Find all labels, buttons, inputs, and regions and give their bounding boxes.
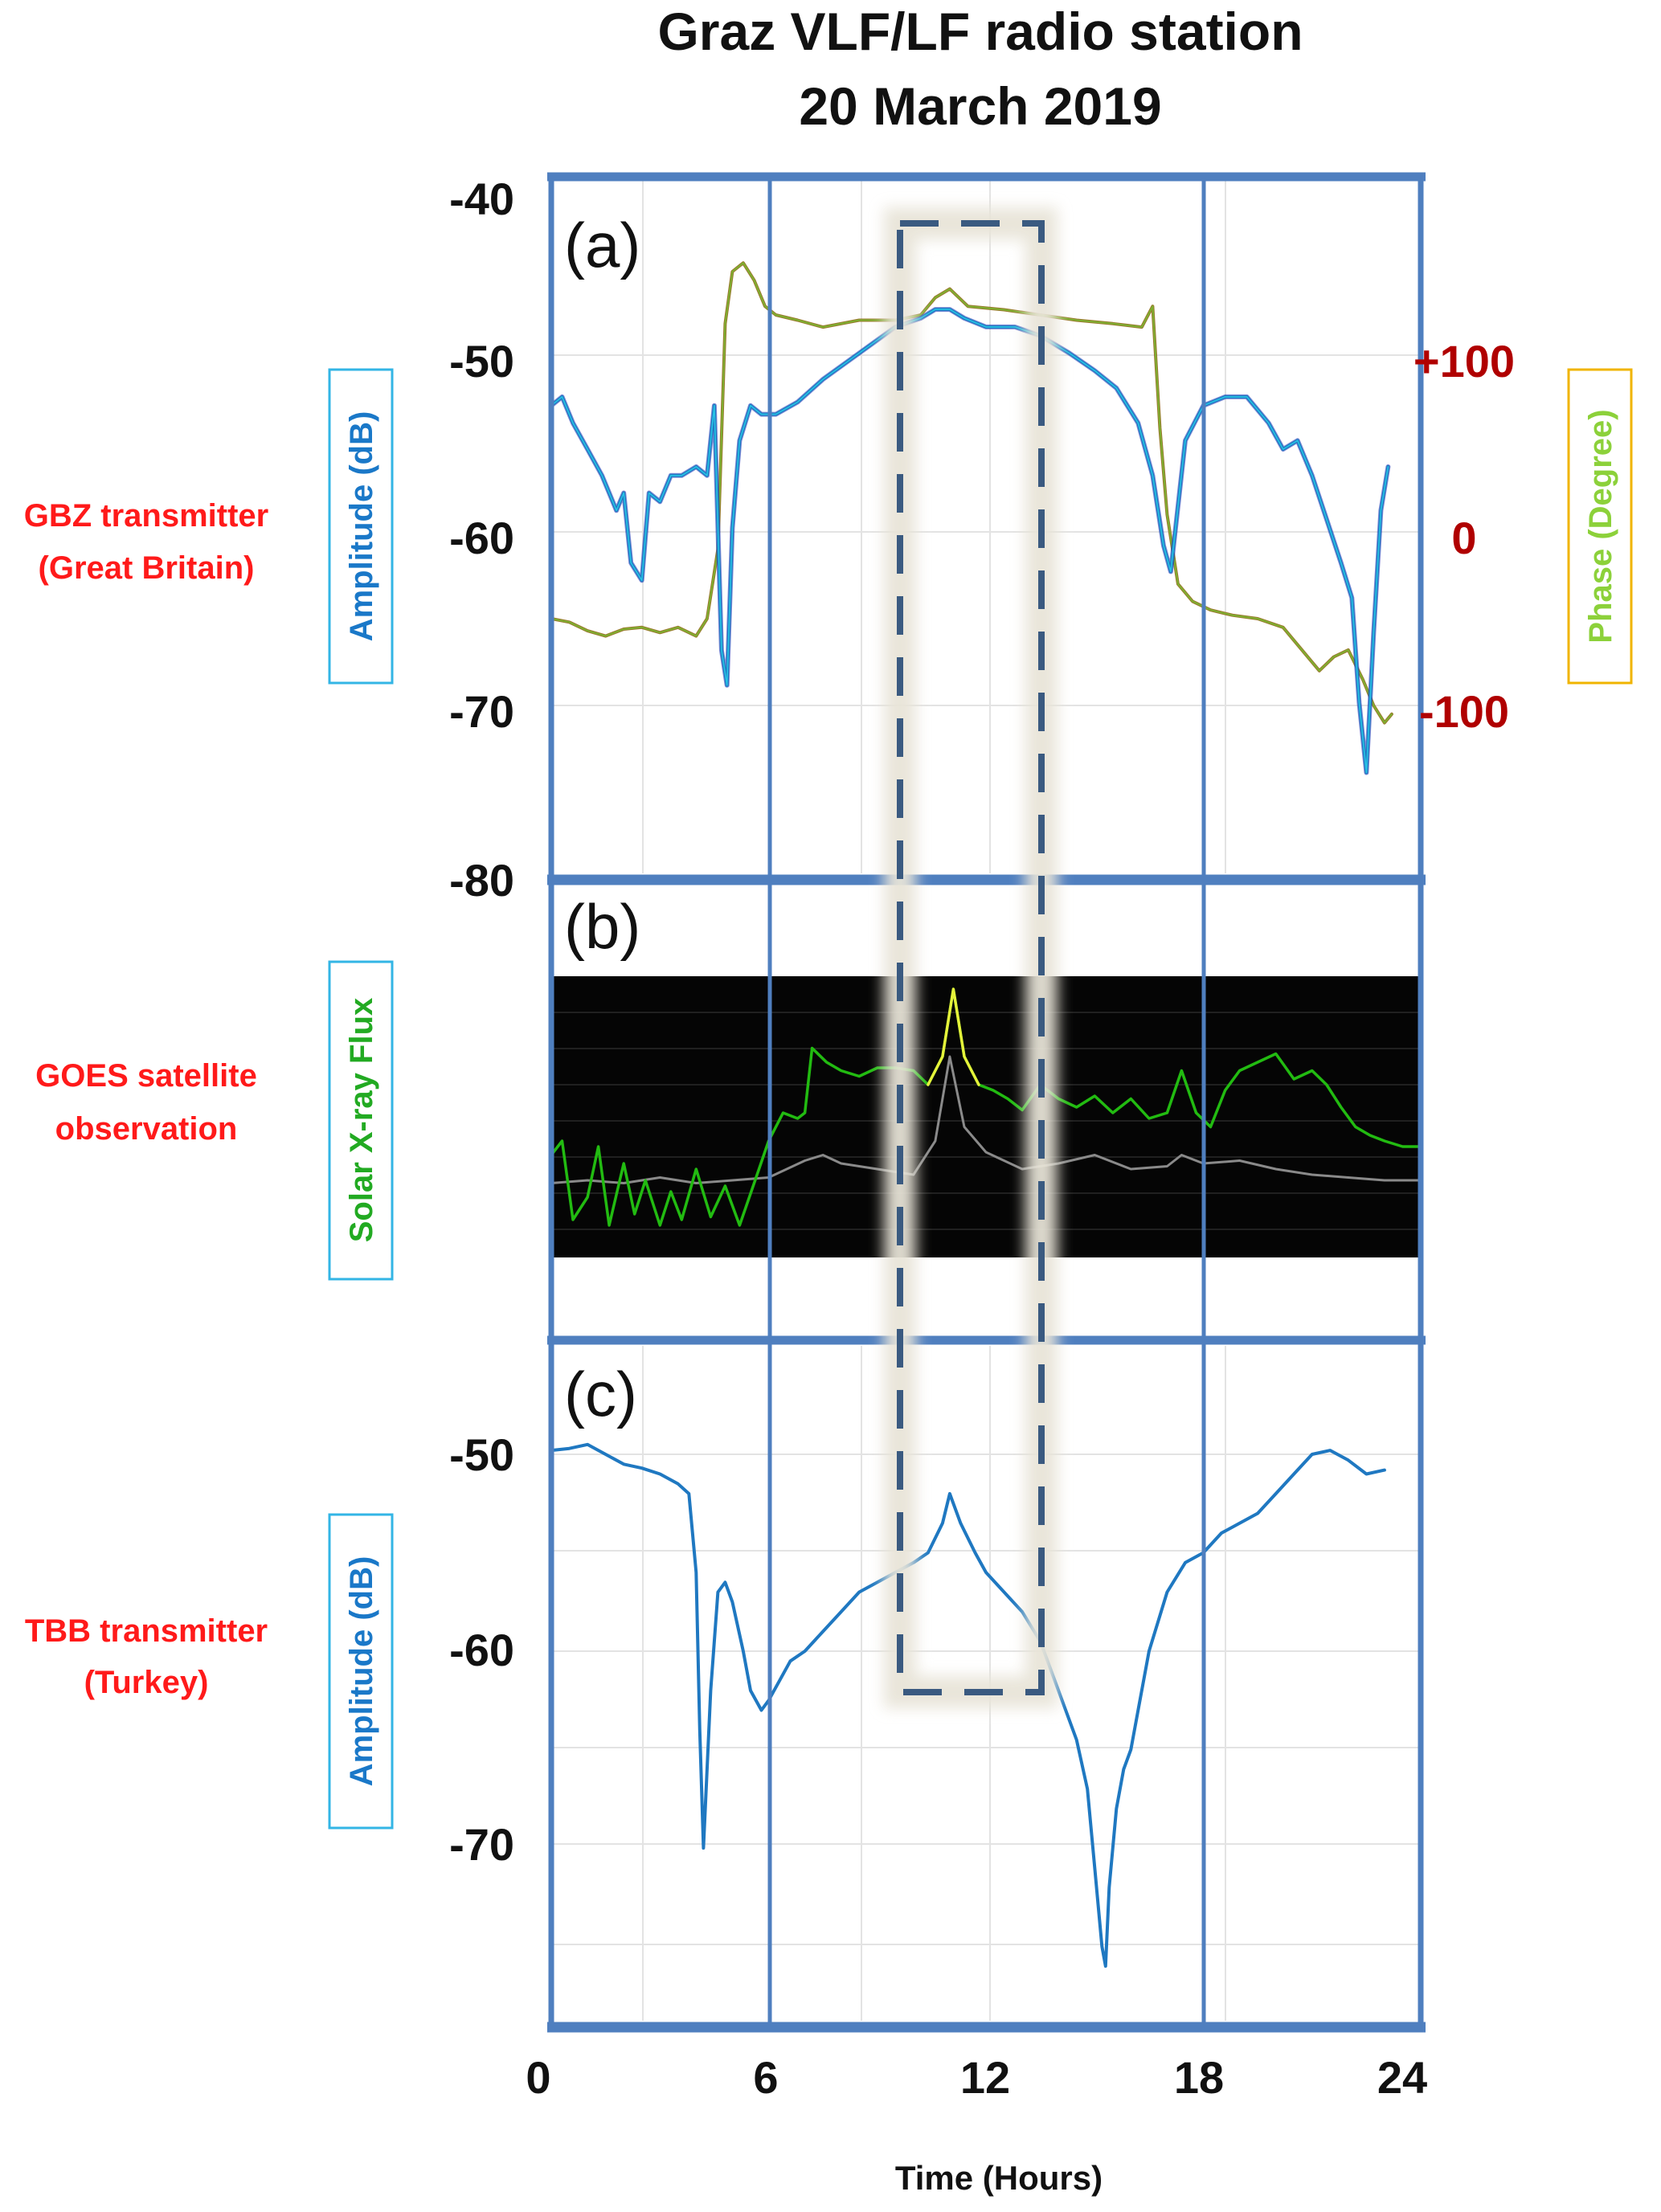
- phase-series-brown: [551, 261, 1393, 725]
- tick-a-left-1: -50: [449, 336, 514, 386]
- panel-c-amplitude-label-text: Amplitude (dB): [344, 1556, 379, 1787]
- x-axis-ticks: 0 6 12 18 24: [526, 2052, 1427, 2103]
- panel-b-tag: (b): [564, 891, 640, 962]
- xray-series-grey: [551, 1055, 1421, 1184]
- panel-b-series: [551, 987, 1421, 1227]
- panel-c-side-label-line-1: TBB transmitter: [25, 1613, 268, 1649]
- panel-b-xray-label-text: Solar X-ray Flux: [344, 998, 379, 1243]
- panel-a-side-label-line-1: GBZ transmitter: [24, 498, 269, 534]
- panel-a-amplitude-label-text: Amplitude (dB): [344, 411, 379, 642]
- xray-plot-grid: [551, 1012, 1421, 1230]
- figure-title-line-1: Graz VLF/LF radio station: [657, 2, 1303, 61]
- tick-a-left-4: -80: [449, 855, 514, 906]
- x-tick-6: 6: [753, 2052, 778, 2103]
- x-tick-24: 24: [1377, 2052, 1427, 2103]
- panel-b-xray-label: Solar X-ray Flux: [328, 960, 394, 1281]
- xray-plot-background: [551, 976, 1421, 1257]
- panel-c-ticks: -50 -60 -70: [449, 1429, 514, 1870]
- tick-c-0: -50: [449, 1429, 514, 1480]
- panel-c-amplitude-label: Amplitude (dB): [328, 1513, 394, 1830]
- panel-c-series: [551, 1442, 1386, 1968]
- tick-a-right-1: 0: [1451, 513, 1476, 563]
- x-tick-18: 18: [1174, 2052, 1224, 2103]
- tick-a-left-3: -70: [449, 686, 514, 737]
- panel-a-phase-label-text: Phase (Degree): [1583, 409, 1618, 643]
- panel-c-grid: [551, 1346, 1421, 2021]
- panel-a-grid: [551, 178, 1421, 873]
- tick-c-1: -60: [449, 1625, 514, 1675]
- panel-b-side-label-line-1: GOES satellite: [35, 1058, 257, 1094]
- tick-a-left-2: -60: [449, 513, 514, 563]
- panel-a-left-ticks: -40 -50 -60 -70 -80: [449, 174, 514, 906]
- x-tick-12: 12: [960, 2052, 1010, 2103]
- panel-a-series: [551, 261, 1393, 775]
- xray-series-flare-peak: [927, 987, 980, 1086]
- x-axis-label: Time (Hours): [895, 2159, 1103, 2197]
- tick-c-2: -70: [449, 1819, 514, 1870]
- panel-a-side-label-line-2: (Great Britain): [39, 550, 255, 586]
- phase-series-green: [551, 262, 1393, 724]
- tick-a-left-0: -40: [449, 174, 514, 224]
- figure-title-line-2: 20 March 2019: [799, 76, 1161, 136]
- tick-a-right-2: -100: [1419, 686, 1509, 737]
- panel-a-phase-label: Phase (Degree): [1567, 368, 1633, 685]
- panel-a-right-ticks: +100 0 -100: [1413, 336, 1515, 737]
- amplitude-series-c: [551, 1442, 1386, 1968]
- panel-a-tag: (a): [564, 210, 640, 280]
- x-tick-0: 0: [526, 2052, 550, 2103]
- amplitude-series-a-dark: [551, 307, 1391, 775]
- panel-a-amplitude-label: Amplitude (dB): [328, 368, 394, 685]
- panel-b-side-label-line-2: observation: [55, 1111, 238, 1147]
- tick-a-right-0: +100: [1413, 336, 1515, 386]
- amplitude-series-a: [551, 308, 1390, 775]
- highlight-window: [884, 207, 1058, 1708]
- panel-c-tag: (c): [564, 1359, 637, 1429]
- amplitude-series-a-light: [551, 309, 1389, 774]
- panel-c-side-label-line-2: (Turkey): [84, 1665, 209, 1700]
- panel-frames: [547, 172, 1426, 2033]
